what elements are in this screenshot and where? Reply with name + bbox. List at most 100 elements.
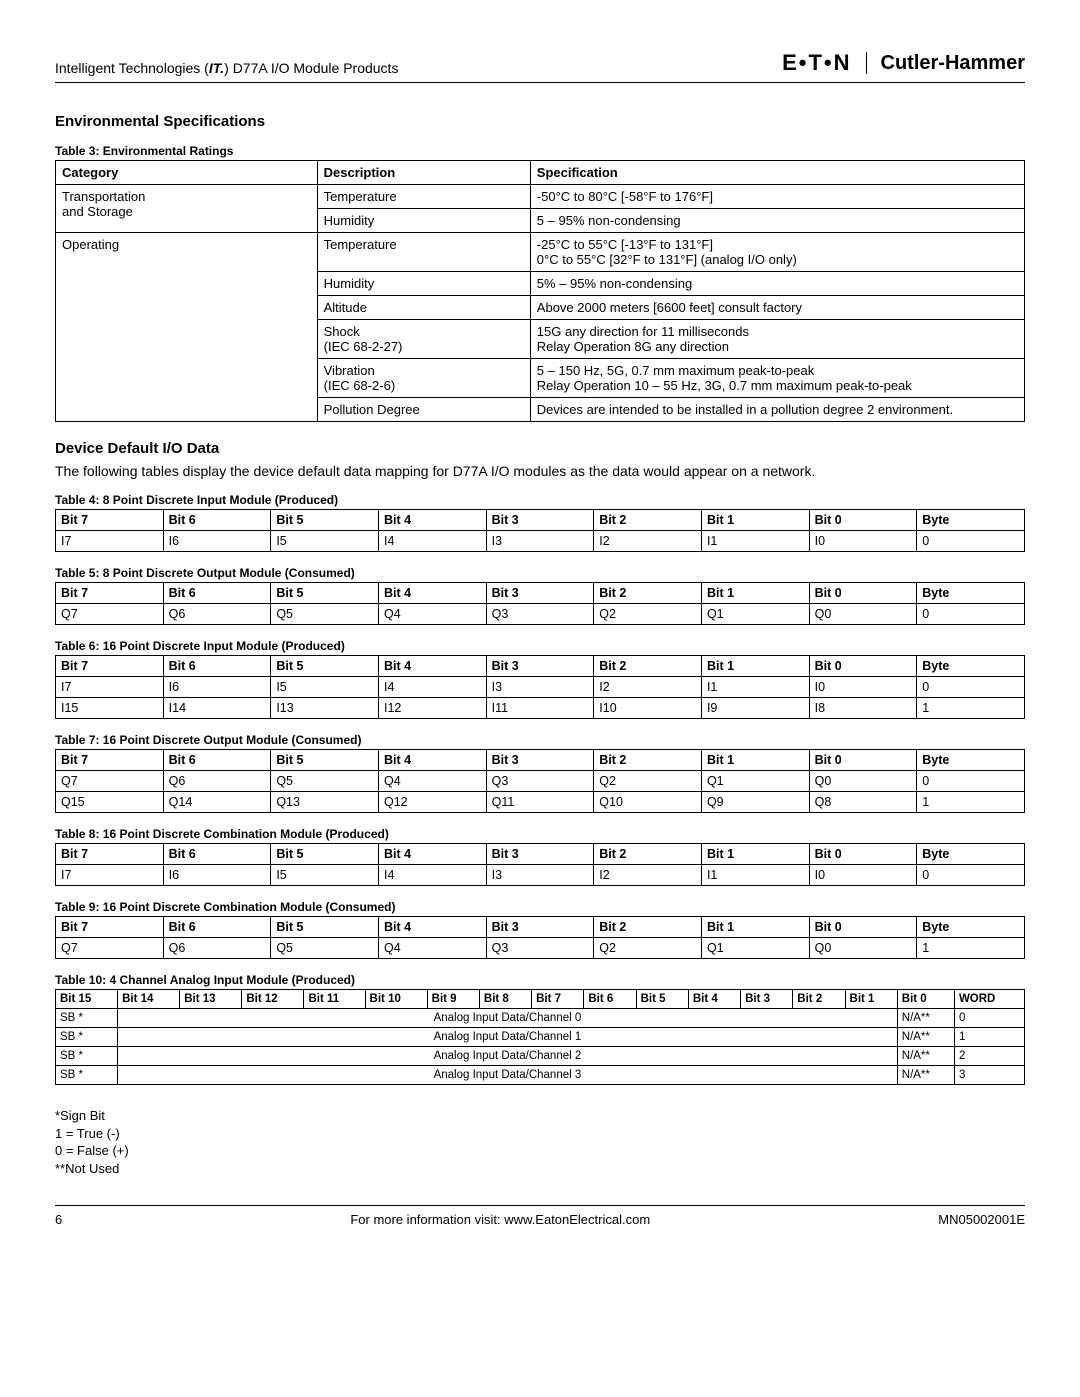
bit-cell: I3 [486,677,594,698]
bit-header: Bit 14 [118,990,180,1009]
header-suffix: ) D77A I/O Module Products [224,60,398,76]
bit-header: Bit 2 [594,917,702,938]
bit-header: Bit 1 [701,750,809,771]
bit-header: Bit 7 [56,583,164,604]
bit-cell: I1 [701,531,809,552]
env-spec: -25°C to 55°C [-13°F to 131°F] 0°C to 55… [530,233,1024,272]
bit-header: Bit 4 [378,844,486,865]
env-desc: Vibration (IEC 68-2-6) [317,359,530,398]
bit-cell: 0 [917,531,1025,552]
page: Intelligent Technologies (IT.) D77A I/O … [0,0,1080,1267]
na-cell: N/A** [897,1009,954,1028]
bit-cell: I6 [163,865,271,886]
bit-cell: Q5 [271,771,379,792]
env-desc: Shock (IEC 68-2-27) [317,320,530,359]
t8-caption: Table 8: 16 Point Discrete Combination M… [55,827,1025,841]
bit-header: Bit 0 [809,510,917,531]
footer-center: For more information visit: www.EatonEle… [350,1212,650,1227]
bit-header: Bit 13 [180,990,242,1009]
t8: Bit 7Bit 6Bit 5Bit 4Bit 3Bit 2Bit 1Bit 0… [55,843,1025,886]
na-cell: N/A** [897,1028,954,1047]
bit-header: Bit 5 [271,583,379,604]
env-spec: 5 – 95% non-condensing [530,209,1024,233]
header-italic: IT. [209,60,224,76]
bit-cell: Q0 [809,604,917,625]
bit-cell: Q3 [486,604,594,625]
bit-cell: Q13 [271,792,379,813]
iodata-intro: The following tables display the device … [55,463,1025,479]
bit-header: Bit 0 [809,583,917,604]
bit-cell: I10 [594,698,702,719]
eaton-logo: E•T•N [782,50,851,76]
bit-cell: 0 [917,865,1025,886]
bit-header: Bit 2 [594,583,702,604]
bit-header: Bit 2 [594,510,702,531]
bit-header: Bit 3 [741,990,793,1009]
bit-header: Byte [917,917,1025,938]
env-desc: Temperature [317,185,530,209]
header-title: Intelligent Technologies (IT.) D77A I/O … [55,60,398,76]
env-desc: Temperature [317,233,530,272]
bit-header: Bit 5 [271,750,379,771]
bit-cell: Q6 [163,604,271,625]
bit-header: Bit 0 [897,990,954,1009]
header-prefix: Intelligent Technologies ( [55,60,209,76]
bit-header: Bit 5 [271,844,379,865]
bit-header: Bit 7 [56,917,164,938]
bit-cell: I7 [56,531,164,552]
t7-caption: Table 7: 16 Point Discrete Output Module… [55,733,1025,747]
env-spec: 15G any direction for 11 milliseconds Re… [530,320,1024,359]
env-spec: 5% – 95% non-condensing [530,272,1024,296]
bit-cell: Q5 [271,604,379,625]
bit-cell: I0 [809,865,917,886]
bit-header: Bit 1 [701,656,809,677]
bit-cell: I2 [594,865,702,886]
env-desc: Altitude [317,296,530,320]
bit-header: Bit 6 [163,510,271,531]
t4-caption: Table 4: 8 Point Discrete Input Module (… [55,493,1025,507]
bit-cell: Q10 [594,792,702,813]
bit-cell: I0 [809,531,917,552]
bit-header: Bit 7 [56,750,164,771]
bit-cell: I0 [809,677,917,698]
t5: Bit 7Bit 6Bit 5Bit 4Bit 3Bit 2Bit 1Bit 0… [55,582,1025,625]
note: *Sign Bit [55,1107,1025,1125]
bit-tables-container: Table 4: 8 Point Discrete Input Module (… [55,493,1025,959]
bit-header: Bit 3 [486,656,594,677]
note: 0 = False (+) [55,1142,1025,1160]
word-cell: 2 [954,1047,1024,1066]
bit-cell: I4 [378,531,486,552]
env-spec: -50°C to 80°C [-58°F to 176°F] [530,185,1024,209]
word-cell: 1 [954,1028,1024,1047]
bit-header: Bit 7 [56,656,164,677]
bit-cell: I11 [486,698,594,719]
bit-cell: Q7 [56,771,164,792]
sb-cell: SB * [56,1066,118,1085]
bit-header: Bit 2 [793,990,845,1009]
bit-cell: Q7 [56,604,164,625]
env-cat-transport: Transportation and Storage [56,185,318,233]
bit-header: Bit 6 [163,844,271,865]
na-cell: N/A** [897,1066,954,1085]
bit-header: Byte [917,844,1025,865]
bit-cell: I12 [378,698,486,719]
analog-data-cell: Analog Input Data/Channel 1 [118,1028,898,1047]
bit-cell: I4 [378,677,486,698]
t6: Bit 7Bit 6Bit 5Bit 4Bit 3Bit 2Bit 1Bit 0… [55,655,1025,719]
bit-header: Bit 4 [378,750,486,771]
bit-header: Bit 6 [163,917,271,938]
bit-cell: 0 [917,677,1025,698]
bit-cell: I5 [271,531,379,552]
bit-cell: I15 [56,698,164,719]
bit-header: Bit 1 [701,583,809,604]
bit-header: Bit 4 [688,990,740,1009]
bit-header: Bit 7 [532,990,584,1009]
sb-cell: SB * [56,1047,118,1066]
bit-cell: Q2 [594,604,702,625]
bit-cell: Q6 [163,771,271,792]
bit-header: Byte [917,750,1025,771]
bit-cell: I3 [486,865,594,886]
analog-data-cell: Analog Input Data/Channel 3 [118,1066,898,1085]
bit-header: Bit 1 [701,510,809,531]
bit-cell: 1 [917,698,1025,719]
